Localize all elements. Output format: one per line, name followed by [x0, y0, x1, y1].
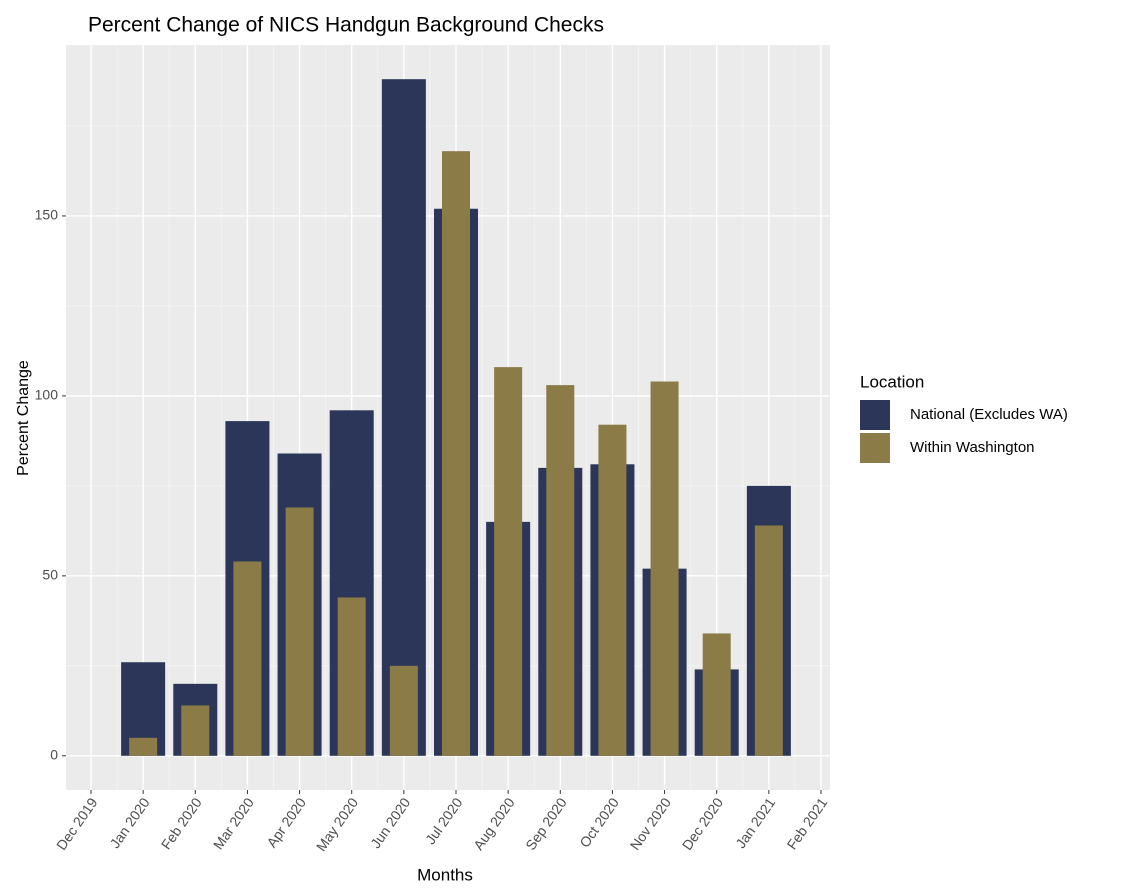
- y-tick-label: 0: [50, 747, 58, 763]
- chart-title: Percent Change of NICS Handgun Backgroun…: [88, 14, 604, 37]
- x-tick-label: Dec 2019: [53, 794, 101, 852]
- legend-swatch: [860, 400, 890, 430]
- legend-swatch: [860, 433, 890, 463]
- x-tick-label: Sep 2020: [522, 794, 570, 852]
- x-tick-label: Aug 2020: [470, 794, 518, 852]
- x-tick-label: Jun 2020: [367, 794, 413, 851]
- bar: [233, 561, 262, 756]
- bar: [754, 525, 783, 756]
- bar: [598, 424, 627, 756]
- bar: [702, 633, 731, 756]
- x-tick-label: Feb 2020: [158, 795, 205, 853]
- bar: [650, 381, 679, 756]
- bar: [546, 385, 575, 756]
- x-tick-label: Oct 2020: [576, 795, 622, 851]
- bar: [381, 79, 426, 756]
- bar: [285, 507, 314, 756]
- bar: [181, 705, 210, 756]
- legend-title: Location: [860, 372, 924, 391]
- x-tick-label: Nov 2020: [627, 794, 675, 852]
- bar: [494, 367, 523, 756]
- legend-label: National (Excludes WA): [910, 406, 1068, 423]
- bar: [337, 597, 366, 756]
- bar: [442, 151, 470, 756]
- bar: [129, 737, 158, 756]
- y-tick-label: 100: [35, 387, 59, 403]
- x-tick-label: May 2020: [313, 794, 361, 854]
- x-tick-label: Jan 2020: [106, 794, 152, 851]
- x-axis-label: Months: [417, 865, 473, 884]
- x-tick-label: Feb 2021: [783, 795, 830, 853]
- bar: [389, 665, 418, 756]
- x-tick-label: Jul 2020: [422, 794, 466, 847]
- legend-label: Within Washington: [910, 439, 1035, 456]
- x-tick-label: Dec 2020: [679, 794, 727, 852]
- x-tick-label: Mar 2020: [210, 795, 257, 853]
- y-axis-label: Percent Change: [15, 360, 32, 476]
- y-tick-label: 50: [42, 567, 58, 583]
- y-tick-label: 150: [35, 207, 59, 223]
- x-tick-label: Apr 2020: [263, 794, 309, 850]
- x-tick-label: Jan 2021: [732, 794, 778, 851]
